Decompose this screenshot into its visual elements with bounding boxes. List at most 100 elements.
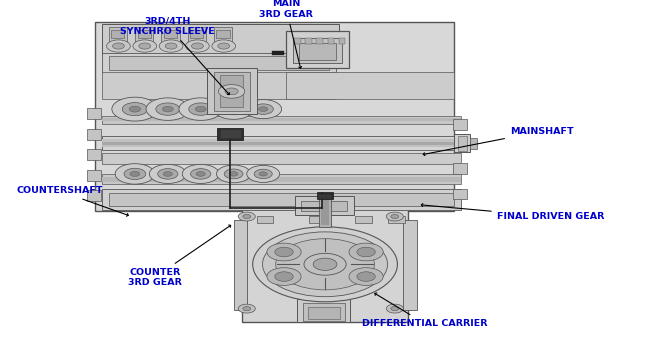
Bar bbox=[297, 299, 350, 322]
Bar bbox=[109, 27, 127, 43]
Circle shape bbox=[214, 99, 253, 119]
Bar bbox=[102, 174, 461, 184]
Circle shape bbox=[357, 272, 375, 281]
Circle shape bbox=[225, 88, 238, 95]
Circle shape bbox=[195, 106, 206, 112]
Bar bbox=[214, 72, 250, 111]
Text: COUNTERSHAFT: COUNTERSHAFT bbox=[16, 187, 128, 216]
Circle shape bbox=[254, 169, 272, 179]
Circle shape bbox=[218, 43, 230, 49]
Circle shape bbox=[243, 307, 251, 311]
Circle shape bbox=[267, 243, 301, 261]
Bar bbox=[135, 27, 153, 43]
Bar bbox=[102, 72, 336, 99]
Circle shape bbox=[156, 103, 180, 115]
Bar bbox=[328, 38, 334, 44]
Bar bbox=[309, 216, 326, 223]
Circle shape bbox=[391, 307, 399, 311]
Bar bbox=[317, 192, 333, 199]
Bar bbox=[458, 136, 467, 151]
Bar bbox=[138, 30, 151, 38]
Bar bbox=[87, 170, 101, 181]
Circle shape bbox=[386, 304, 403, 313]
Bar bbox=[217, 128, 243, 140]
Bar bbox=[470, 138, 477, 149]
Circle shape bbox=[113, 43, 124, 49]
Circle shape bbox=[165, 43, 177, 49]
Bar bbox=[102, 189, 461, 210]
Circle shape bbox=[218, 85, 245, 98]
Bar bbox=[319, 196, 331, 227]
Bar bbox=[87, 149, 101, 160]
Circle shape bbox=[259, 107, 268, 112]
Bar bbox=[453, 163, 467, 174]
Circle shape bbox=[253, 227, 397, 302]
Bar bbox=[272, 51, 284, 55]
Bar bbox=[242, 201, 408, 322]
Bar bbox=[207, 68, 257, 114]
Circle shape bbox=[129, 106, 141, 112]
Bar bbox=[87, 129, 101, 140]
Circle shape bbox=[107, 40, 130, 52]
Text: DIFFERENTIAL CARRIER: DIFFERENTIAL CARRIER bbox=[362, 293, 487, 328]
Text: MAINSHAFT: MAINSHAFT bbox=[423, 127, 574, 155]
Circle shape bbox=[304, 253, 346, 275]
Circle shape bbox=[229, 106, 238, 112]
Bar bbox=[286, 72, 454, 99]
Bar bbox=[293, 38, 342, 63]
Bar bbox=[321, 198, 329, 225]
Circle shape bbox=[189, 103, 213, 115]
Bar bbox=[102, 139, 461, 147]
Bar bbox=[220, 129, 241, 138]
Circle shape bbox=[158, 169, 178, 179]
Circle shape bbox=[146, 98, 190, 120]
Bar bbox=[87, 108, 101, 119]
Bar bbox=[109, 193, 454, 206]
Circle shape bbox=[247, 165, 280, 182]
Circle shape bbox=[224, 169, 243, 179]
Circle shape bbox=[191, 169, 211, 179]
Bar bbox=[294, 38, 301, 44]
Circle shape bbox=[179, 98, 222, 120]
Bar bbox=[188, 27, 206, 43]
Circle shape bbox=[122, 103, 147, 116]
Circle shape bbox=[238, 212, 255, 221]
Bar bbox=[102, 24, 339, 55]
Bar bbox=[295, 196, 354, 215]
Bar bbox=[102, 177, 461, 182]
Bar bbox=[454, 134, 470, 152]
Bar bbox=[257, 216, 273, 223]
Circle shape bbox=[229, 172, 238, 176]
Circle shape bbox=[124, 168, 145, 179]
Bar bbox=[102, 118, 461, 121]
Bar bbox=[220, 75, 243, 107]
Circle shape bbox=[212, 40, 236, 52]
Circle shape bbox=[191, 43, 203, 49]
Bar bbox=[308, 307, 340, 319]
Text: MAIN
3RD GEAR: MAIN 3RD GEAR bbox=[259, 0, 313, 68]
Bar bbox=[190, 30, 203, 38]
Circle shape bbox=[349, 243, 383, 261]
Circle shape bbox=[267, 268, 301, 285]
Bar bbox=[234, 220, 247, 310]
Bar bbox=[87, 190, 101, 201]
Circle shape bbox=[386, 212, 403, 221]
Bar bbox=[102, 136, 461, 150]
Circle shape bbox=[112, 97, 158, 121]
Bar bbox=[355, 216, 372, 223]
Bar bbox=[214, 27, 232, 43]
Bar bbox=[403, 220, 417, 310]
Text: FINAL DRIVEN GEAR: FINAL DRIVEN GEAR bbox=[421, 204, 604, 221]
Bar bbox=[102, 153, 461, 164]
Bar bbox=[299, 43, 336, 60]
Circle shape bbox=[159, 40, 183, 52]
Bar bbox=[109, 56, 329, 70]
Circle shape bbox=[115, 164, 155, 184]
Circle shape bbox=[133, 40, 157, 52]
Bar bbox=[95, 22, 454, 211]
Bar bbox=[453, 189, 467, 199]
Circle shape bbox=[163, 172, 172, 176]
Bar bbox=[111, 30, 124, 38]
Circle shape bbox=[275, 272, 293, 281]
Bar bbox=[305, 38, 312, 44]
